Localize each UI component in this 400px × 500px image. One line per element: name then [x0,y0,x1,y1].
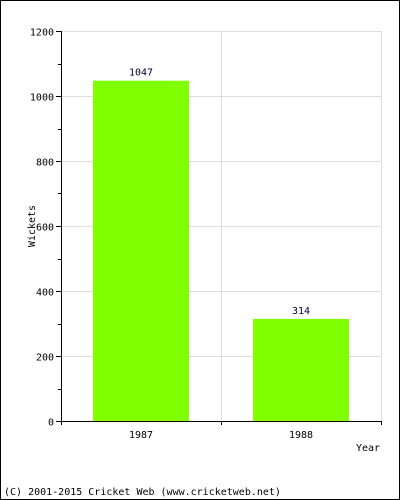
y-axis-title: Wickets [27,205,38,247]
y-tick-label: 600 [36,223,54,234]
y-tick-label: 400 [36,288,54,299]
bar-1987 [93,80,189,421]
x-axis-title: Year [356,443,380,454]
x-tick-label: 1988 [289,430,313,441]
y-tick-label: 800 [36,158,54,169]
data-labels: 1047 314 [129,68,310,317]
data-label-1987: 1047 [129,68,153,79]
footer-credit: (C) 2001-2015 Cricket Web (www.cricketwe… [4,487,281,498]
bar-1988 [253,318,349,421]
y-tick-label: 1000 [30,93,54,104]
y-tick-label: 1200 [30,28,54,39]
bars [93,80,349,421]
y-tick-label: 200 [36,353,54,364]
ticks: 1987 1988 0 200 400 600 800 1000 1200 [30,28,382,441]
y-tick-label: 0 [48,418,54,429]
x-tick-label: 1987 [129,430,153,441]
data-label-1988: 314 [292,306,310,317]
